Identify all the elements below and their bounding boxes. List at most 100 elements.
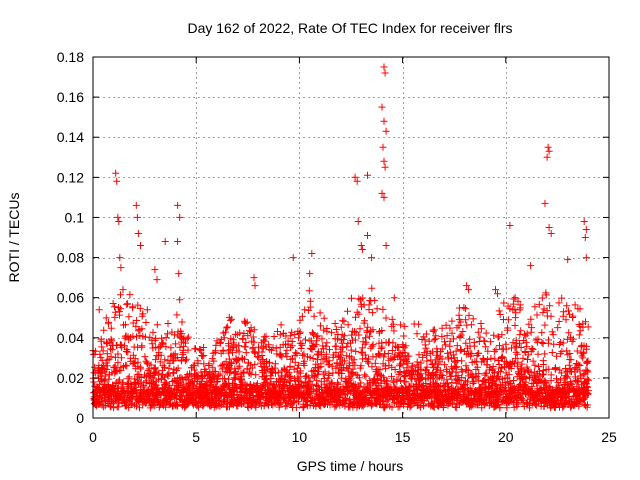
data-point-706 xyxy=(186,370,193,378)
data-point-243 xyxy=(121,321,129,329)
data-point-2146 xyxy=(380,353,388,361)
data-point-3363 xyxy=(550,340,558,348)
data-point-3075 xyxy=(510,295,518,303)
data-point-3638 xyxy=(175,270,183,278)
data-point-3297 xyxy=(540,402,548,410)
data-point-425 xyxy=(147,361,155,369)
data-point-502 xyxy=(158,334,166,342)
data-point-1218 xyxy=(253,353,261,361)
data-point-1743 xyxy=(326,346,333,354)
data-point-1100 xyxy=(238,400,246,408)
data-point-3174 xyxy=(522,338,530,346)
data-point-2429 xyxy=(420,401,428,409)
data-point-2742 xyxy=(463,366,471,374)
data-point-2705 xyxy=(457,331,465,339)
data-point-3636 xyxy=(176,213,184,221)
data-point-3520 xyxy=(571,373,579,381)
data-point-3329 xyxy=(545,365,553,373)
data-point-2275 xyxy=(398,353,406,361)
data-point-361 xyxy=(138,325,146,333)
data-point-259 xyxy=(124,300,132,308)
data-point-3661 xyxy=(378,189,386,197)
data-point-3461 xyxy=(563,302,571,310)
data-point-1387 xyxy=(276,331,284,339)
data-point-315 xyxy=(132,322,140,330)
data-point-2645 xyxy=(449,351,457,359)
data-point-145 xyxy=(108,337,116,345)
data-point-2980 xyxy=(496,404,504,412)
data-point-449 xyxy=(151,402,159,410)
data-point-1357 xyxy=(272,344,280,352)
data-point-483 xyxy=(155,370,163,378)
data-point-92 xyxy=(101,394,109,402)
data-point-3672 xyxy=(544,143,552,151)
data-point-3032 xyxy=(504,326,512,334)
data-point-2060 xyxy=(368,284,376,292)
data-point-2504 xyxy=(431,326,438,334)
data-point-1532 xyxy=(296,328,304,336)
data-point-1150 xyxy=(244,404,252,411)
data-point-3680 xyxy=(581,234,589,241)
data-point-1568 xyxy=(302,336,309,344)
data-point-1564 xyxy=(301,306,309,314)
data-point-850 xyxy=(205,382,213,390)
data-point-2339 xyxy=(406,383,414,391)
data-point-3217 xyxy=(529,357,537,365)
data-point-3164 xyxy=(521,348,529,355)
data-point-228 xyxy=(119,379,127,387)
data-point-1193 xyxy=(250,338,258,346)
data-point-3677 xyxy=(564,256,572,264)
data-point-2162 xyxy=(382,365,390,373)
data-point-2834 xyxy=(476,333,484,341)
data-point-1181 xyxy=(248,364,256,372)
data-point-3050 xyxy=(506,305,514,313)
data-point-139 xyxy=(107,353,115,361)
data-point-2317 xyxy=(403,364,411,372)
data-point-1270 xyxy=(261,337,269,345)
data-point-2880 xyxy=(482,369,490,377)
data-point-1493 xyxy=(291,331,299,338)
x-tick-label-2: 10 xyxy=(292,429,308,445)
data-point-1431 xyxy=(283,346,291,354)
data-point-1538 xyxy=(297,378,305,386)
data-point-561 xyxy=(165,364,173,372)
data-point-2515 xyxy=(432,332,440,340)
data-point-95 xyxy=(102,372,110,380)
data-point-3676 xyxy=(547,230,555,237)
data-point-663 xyxy=(180,334,188,342)
data-point-3654 xyxy=(381,69,389,77)
data-point-2878 xyxy=(482,329,490,337)
data-point-101 xyxy=(102,314,110,322)
data-point-3278 xyxy=(538,339,546,346)
data-point-1059 xyxy=(232,384,240,391)
data-point-3298 xyxy=(540,305,548,313)
data-point-1964 xyxy=(355,295,363,303)
data-point-744 xyxy=(192,345,199,353)
data-point-3652 xyxy=(368,254,376,262)
data-point-269 xyxy=(125,313,133,321)
data-point-548 xyxy=(163,371,171,379)
data-point-3076 xyxy=(510,377,517,384)
data-point-1282 xyxy=(262,332,270,340)
data-point-1789 xyxy=(332,342,340,350)
data-point-2289 xyxy=(400,332,408,340)
data-point-1835 xyxy=(338,339,346,347)
y-tick-label-5: 0.1 xyxy=(65,209,85,225)
data-point-1595 xyxy=(305,287,313,295)
data-point-2600 xyxy=(443,376,451,384)
data-point-899 xyxy=(211,401,219,409)
data-point-623 xyxy=(174,364,182,372)
data-point-2911 xyxy=(487,354,495,362)
data-point-523 xyxy=(161,363,168,371)
data-point-2438 xyxy=(421,341,429,349)
data-point-1707 xyxy=(321,368,329,376)
data-point-3622 xyxy=(112,169,120,177)
data-point-3606 xyxy=(583,367,591,375)
data-point-2722 xyxy=(460,304,468,311)
data-point-3060 xyxy=(507,365,515,372)
data-point-3407 xyxy=(556,366,564,374)
data-point-3660 xyxy=(381,163,389,171)
data-point-3042 xyxy=(505,371,513,379)
data-point-513 xyxy=(159,339,167,347)
data-point-458 xyxy=(151,364,159,372)
